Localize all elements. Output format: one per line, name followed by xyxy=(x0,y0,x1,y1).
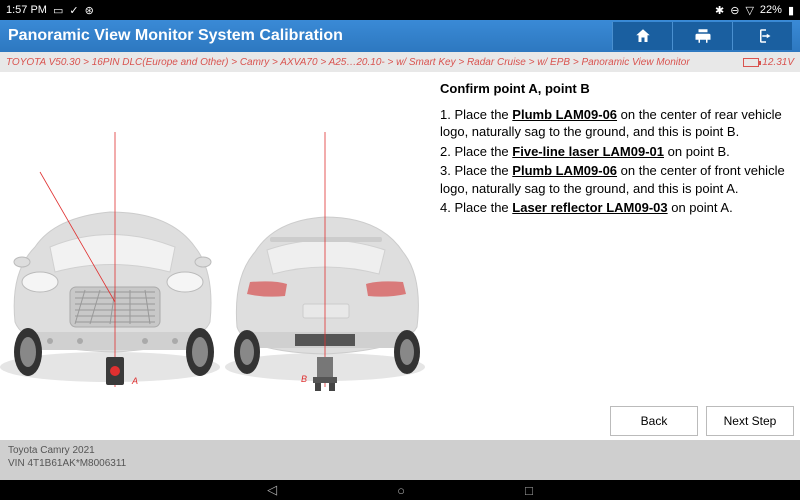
footer-vin: VIN 4T1B61AK*M8006311 xyxy=(8,457,792,470)
nav-home-icon[interactable]: ○ xyxy=(397,483,405,498)
label-a: A xyxy=(131,376,138,386)
android-statusbar: 1:57 PM ▭ ✓ ⊛ ✱ ⊖ ▽ 22% ▮ xyxy=(0,0,800,20)
tool-plumb-1: Plumb LAM09-06 xyxy=(512,107,617,122)
home-icon xyxy=(634,27,652,45)
battery-pct: 22% xyxy=(760,4,782,16)
step-4: 4. Place the Laser reflector LAM09-03 on… xyxy=(440,199,790,217)
step-3: 3. Place the Plumb LAM09-06 on the cente… xyxy=(440,162,790,197)
footer-vehicle: Toyota Camry 2021 xyxy=(8,444,792,457)
voltage-display: 12.31V xyxy=(743,57,794,68)
home-button[interactable] xyxy=(612,22,672,50)
print-button[interactable] xyxy=(672,22,732,50)
tool-reflector: Laser reflector LAM09-03 xyxy=(512,200,667,215)
exit-button[interactable] xyxy=(732,22,792,50)
tool-laser: Five-line laser LAM09-01 xyxy=(512,144,664,159)
status-time: 1:57 PM xyxy=(6,4,47,16)
battery-small-icon xyxy=(743,58,759,67)
breadcrumb: TOYOTA V50.30 > 16PIN DLC(Europe and Oth… xyxy=(0,52,800,72)
bluetooth-icon: ✱ xyxy=(715,4,724,17)
titlebar: Panoramic View Monitor System Calibratio… xyxy=(0,20,800,52)
calibration-diagram: A xyxy=(0,132,430,412)
instruction-pane: Confirm point A, point B 1. Place the Pl… xyxy=(430,72,800,440)
status-icon-1: ▭ xyxy=(53,4,63,17)
nav-recent-icon[interactable]: □ xyxy=(525,483,533,498)
android-navbar: ◁ ○ □ xyxy=(0,480,800,500)
dnd-icon: ⊖ xyxy=(730,4,739,17)
step-2: 2. Place the Five-line laser LAM09-01 on… xyxy=(440,143,790,161)
tool-plumb-2: Plumb LAM09-06 xyxy=(512,163,617,178)
battery-icon: ▮ xyxy=(788,4,794,17)
signal-icon: ▽ xyxy=(745,4,753,17)
print-icon xyxy=(694,27,712,45)
page-title: Panoramic View Monitor System Calibratio… xyxy=(8,27,612,45)
status-icon-3: ⊛ xyxy=(85,4,94,17)
back-button[interactable]: Back xyxy=(610,406,698,436)
step-1: 1. Place the Plumb LAM09-06 on the cente… xyxy=(440,106,790,141)
diagram-pane: A xyxy=(0,72,430,440)
main-content: A xyxy=(0,72,800,440)
next-step-button[interactable]: Next Step xyxy=(706,406,794,436)
exit-icon xyxy=(754,27,772,45)
label-b: B xyxy=(301,374,307,384)
nav-back-icon[interactable]: ◁ xyxy=(267,482,277,498)
breadcrumb-text: TOYOTA V50.30 > 16PIN DLC(Europe and Oth… xyxy=(6,57,690,68)
footer-info: Toyota Camry 2021 VIN 4T1B61AK*M8006311 xyxy=(0,440,800,480)
voltage-value: 12.31V xyxy=(762,57,794,68)
status-icon-2: ✓ xyxy=(69,4,78,17)
instruction-heading: Confirm point A, point B xyxy=(440,80,790,98)
